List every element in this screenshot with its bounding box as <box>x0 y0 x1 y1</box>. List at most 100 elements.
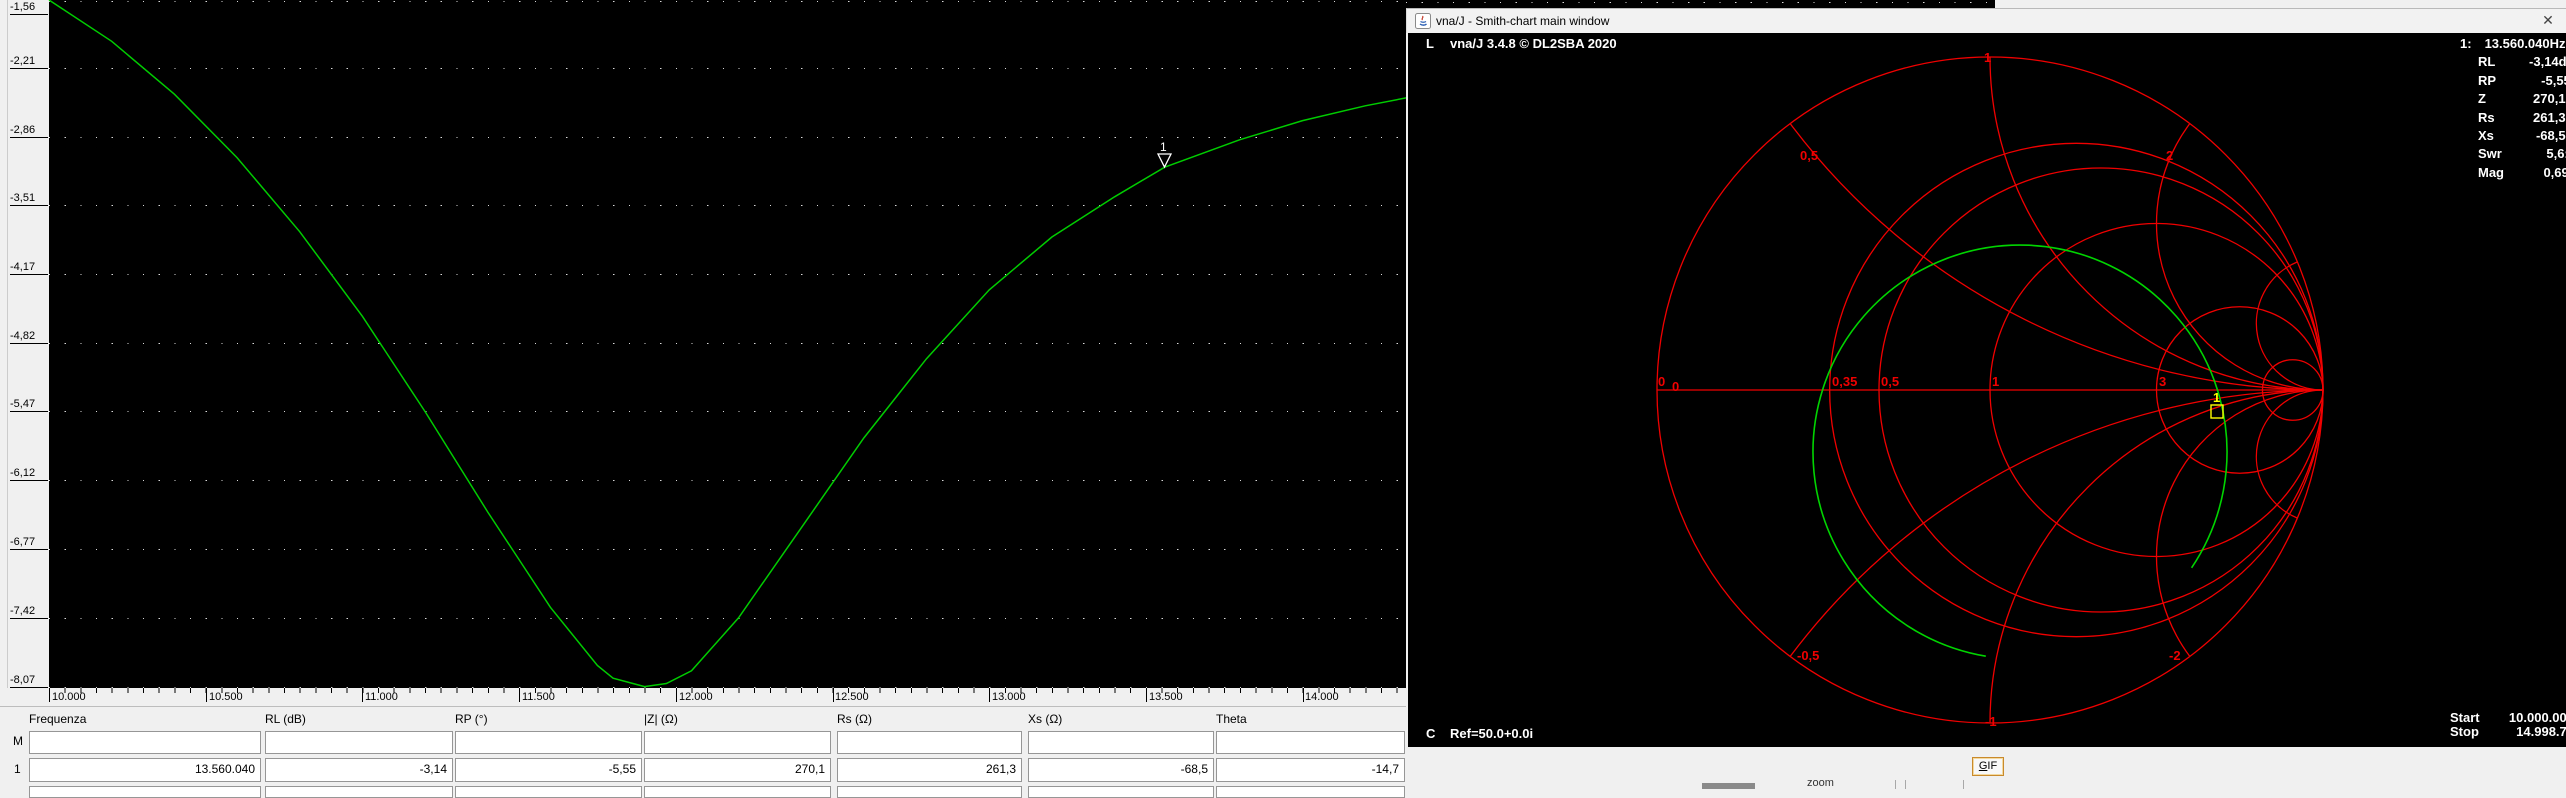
table-header-xs: Xs (Ω) <box>1028 712 1063 726</box>
smith-trace <box>1812 244 2228 657</box>
value-rp: -5,55 <box>608 762 636 776</box>
value-rl: -3,14 <box>419 762 447 776</box>
field-m-rp[interactable] <box>455 731 642 754</box>
field-1-rp[interactable]: -5,55 <box>455 758 642 782</box>
table-header-rp: RP (°) <box>455 712 488 726</box>
background-button-edge <box>1702 783 1755 789</box>
field-2-rl[interactable] <box>265 786 453 798</box>
app-brand: vna/J 3.4.8 © DL2SBA 2020 <box>1450 36 1617 51</box>
gridline-dots <box>1406 2 1995 3</box>
dotted-gridline <box>49 274 1406 275</box>
x-axis-label: 10.000 <box>52 691 86 703</box>
window-title: vna/J - Smith-chart main window <box>1436 14 1610 28</box>
field-1-frequenza[interactable]: 13.560.040 <box>29 758 261 782</box>
field-1-xs[interactable]: -68,5 <box>1028 758 1214 782</box>
info-label: Mag <box>2478 164 2504 180</box>
smith-axis-label-3: 3 <box>2159 374 2166 389</box>
marker-info-block: 1: 13.560.040Hz RL -3,14dB RP -5,55° Z 270,1… <box>2440 35 2566 182</box>
value-xs: -68,5 <box>1180 762 1208 776</box>
y-axis-label: -2,21 <box>10 55 48 69</box>
y-axis-label: -6,77 <box>10 536 48 550</box>
dotted-gridline <box>49 618 1406 619</box>
reference-value: Ref=50.0+0.0i <box>1450 726 1534 741</box>
field-m-rs[interactable] <box>837 731 1022 754</box>
smith-axis-label-1: 1 <box>1992 374 1999 389</box>
rl-curve <box>48 0 1406 688</box>
info-label: Xs <box>2478 128 2494 144</box>
smith-reactance-label-n2: -2 <box>2169 648 2181 663</box>
info-label: RP <box>2478 72 2497 88</box>
y-axis-label: -6,12 <box>10 467 48 481</box>
field-1-theta[interactable]: -14,7 <box>1216 758 1405 782</box>
field-2-theta[interactable] <box>1216 786 1405 798</box>
background-window-strip: zoom <box>1408 780 2566 789</box>
chart-marker-triangle[interactable] <box>1156 153 1173 169</box>
background-table-border <box>1895 780 1896 789</box>
field-m-frequenza[interactable] <box>29 731 261 754</box>
info-label: Rs <box>2478 109 2495 125</box>
smith-axis-label-0a: 0 <box>1658 374 1665 389</box>
x-axis-major-tick <box>205 688 207 702</box>
x-axis-label: 13.500 <box>1149 691 1183 703</box>
zoom-button-partial[interactable]: zoom <box>1807 780 1834 789</box>
dotted-gridline <box>49 411 1406 412</box>
close-icon[interactable]: ✕ <box>2542 12 2554 28</box>
value-theta: -14,7 <box>1371 762 1399 776</box>
y-axis-label: -1,56 <box>10 1 48 15</box>
field-2-rp[interactable] <box>455 786 642 798</box>
table-header-z: |Z| (Ω) <box>644 712 678 726</box>
x-axis-major-tick <box>989 688 991 702</box>
info-value: 5,6:1 <box>2546 146 2566 162</box>
x-axis-label: 11.000 <box>365 691 398 703</box>
background-table-border <box>1905 780 1906 789</box>
field-m-theta[interactable] <box>1216 731 1405 754</box>
rl-plot-area[interactable] <box>49 0 1406 688</box>
info-value: 261,3Ω <box>2533 109 2566 125</box>
table-header-theta: Theta <box>1216 712 1247 726</box>
marker-table: Frequenza RL (dB) RP (°) |Z| (Ω) Rs (Ω) … <box>0 706 1406 798</box>
info-frequency: 13.560.040Hz <box>2484 36 2566 51</box>
smith-marker-square[interactable] <box>2210 404 2224 419</box>
smith-reactance-label-p05: 0,5 <box>1800 148 1818 163</box>
x-axis-major-tick <box>49 688 50 702</box>
x-axis-label: 14.000 <box>1305 691 1339 703</box>
row-label-m: M <box>13 734 23 748</box>
smith-reactance-label-n05: -0,5 <box>1797 648 1819 663</box>
dotted-gridline <box>49 205 1406 206</box>
sweep-range-block: Start 10.000.000 Stop 14.998.73 <box>2450 711 2566 738</box>
info-value: -5,55° <box>2541 72 2566 88</box>
x-axis-major-tick <box>1145 688 1147 702</box>
java-app-icon <box>1415 13 1431 29</box>
smith-diagram: 0 0 0,35 0,5 1 3 0,5 1 2 -0,5 -1 -2 1 <box>1656 50 2324 729</box>
x-axis-label: 12.000 <box>679 691 713 703</box>
field-m-rl[interactable] <box>265 731 453 754</box>
smith-axis-label-05: 0,5 <box>1881 374 1899 389</box>
x-axis-major-tick <box>519 688 521 702</box>
gif-button[interactable]: GIF <box>1972 757 2004 776</box>
field-m-xs[interactable] <box>1028 731 1214 754</box>
y-axis-label: -4,17 <box>10 261 48 275</box>
field-1-z[interactable]: 270,1 <box>644 758 831 782</box>
y-axis-label: -8,07 <box>10 674 48 688</box>
field-1-rs[interactable]: 261,3 <box>837 758 1022 782</box>
field-2-frequenza[interactable] <box>29 786 261 798</box>
x-axis-major-tick <box>675 688 677 702</box>
smith-axis-label-035: 0,35 <box>1832 374 1857 389</box>
field-m-z[interactable] <box>644 731 831 754</box>
field-1-rl[interactable]: -3,14 <box>265 758 453 782</box>
info-label: Swr <box>2478 146 2502 162</box>
field-2-xs[interactable] <box>1028 786 1214 798</box>
smith-window-titlebar[interactable]: vna/J - Smith-chart main window ✕ <box>1406 8 2566 33</box>
field-2-rs[interactable] <box>837 786 1022 798</box>
y-axis-label: -4,82 <box>10 330 48 344</box>
row-label-1: 1 <box>14 762 21 776</box>
chart-behind-strip <box>1406 0 1995 8</box>
y-axis-label: -7,42 <box>10 605 48 619</box>
smith-grid <box>1656 56 2324 724</box>
x-axis-major-tick <box>832 688 834 702</box>
field-2-z[interactable] <box>644 786 831 798</box>
start-value: 10.000.000 <box>2508 710 2566 725</box>
table-header-frequenza: Frequenza <box>29 712 87 726</box>
dotted-gridline <box>49 480 1406 481</box>
